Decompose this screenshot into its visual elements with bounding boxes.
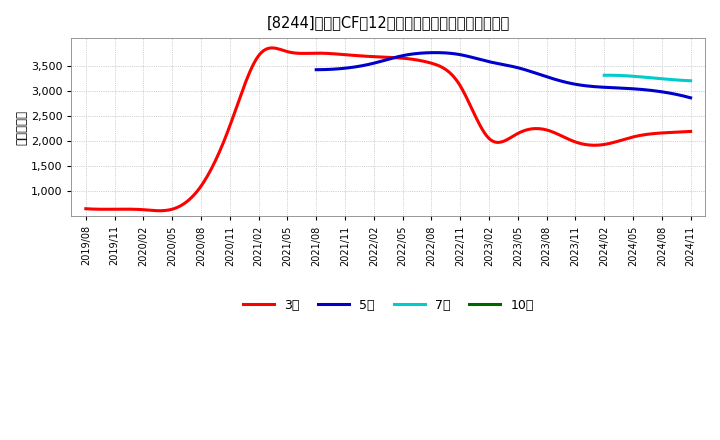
Y-axis label: （百万円）: （百万円）: [15, 110, 28, 145]
7年: [600, 73, 609, 78]
7年: [653, 76, 662, 81]
Line: 3年: 3年: [86, 48, 690, 211]
5年: [629, 86, 637, 92]
7年: [600, 73, 608, 78]
3年: [84, 206, 92, 212]
5年: [431, 50, 439, 55]
3年: [444, 69, 452, 74]
7年: [652, 76, 660, 81]
3年: [156, 208, 165, 213]
7年: [678, 78, 687, 83]
Title: [8244]　営業CFの12か月移動合計の標準偏差の推移: [8244] 営業CFの12か月移動合計の標準偏差の推移: [266, 15, 510, 30]
5年: [652, 88, 661, 94]
7年: [603, 73, 612, 78]
5年: [312, 67, 320, 72]
3年: [81, 206, 90, 211]
3年: [595, 143, 604, 148]
7年: [652, 76, 660, 81]
Line: 7年: 7年: [604, 75, 690, 81]
3年: [634, 133, 642, 139]
Legend: 3年, 5年, 7年, 10年: 3年, 5年, 7年, 10年: [238, 294, 539, 317]
5年: [536, 72, 544, 77]
3年: [446, 70, 454, 76]
5年: [535, 72, 544, 77]
3年: [456, 83, 464, 88]
5年: [313, 67, 322, 72]
3年: [268, 45, 276, 51]
5年: [686, 95, 695, 100]
3年: [686, 129, 695, 134]
7年: [673, 77, 682, 83]
5年: [542, 74, 551, 79]
Line: 5年: 5年: [316, 53, 690, 98]
7年: [686, 78, 695, 84]
